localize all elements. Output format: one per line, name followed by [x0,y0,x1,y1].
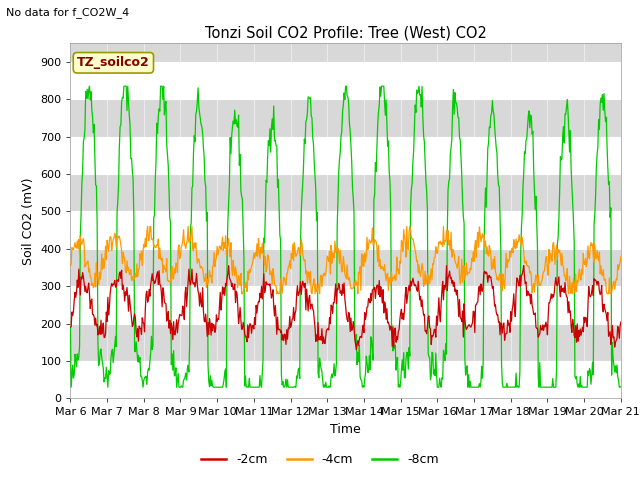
Bar [70,99,621,137]
Bar [70,324,621,361]
X-axis label: Time: Time [330,423,361,436]
Bar [70,324,621,361]
Y-axis label: Soil CO2 (mV): Soil CO2 (mV) [22,177,35,264]
Bar [70,24,621,62]
Legend: -2cm, -4cm, -8cm: -2cm, -4cm, -8cm [196,448,444,471]
Bar [70,99,621,137]
Bar [70,249,621,286]
Title: Tonzi Soil CO2 Profile: Tree (West) CO2: Tonzi Soil CO2 Profile: Tree (West) CO2 [205,25,486,41]
Bar [70,249,621,286]
Bar [70,24,621,62]
Bar [70,174,621,212]
Text: No data for f_CO2W_4: No data for f_CO2W_4 [6,7,130,18]
Text: TZ_soilco2: TZ_soilco2 [77,56,150,69]
Bar [70,174,621,212]
